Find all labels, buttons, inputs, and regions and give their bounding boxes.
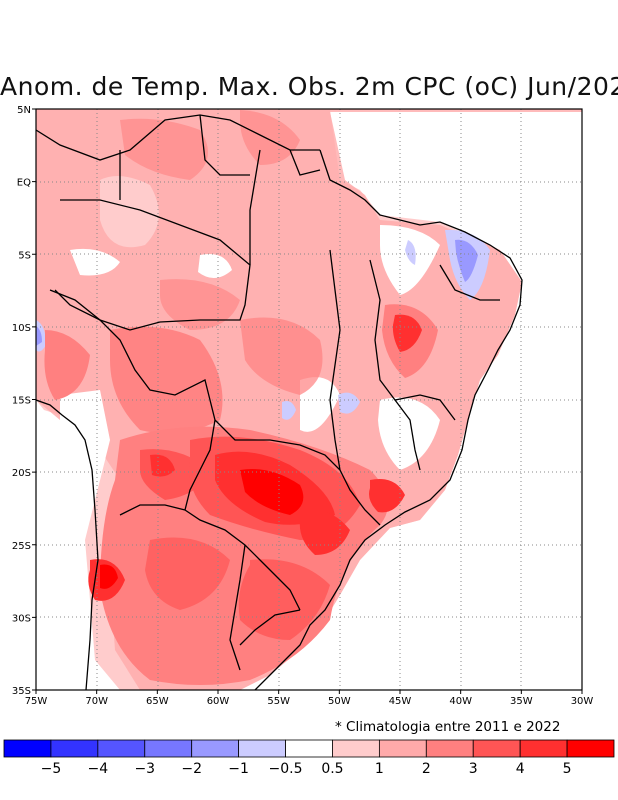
colorbar-label: −0.5 bbox=[269, 761, 303, 777]
x-tick-label: 70W bbox=[85, 696, 108, 707]
colorbar-label: 0.5 bbox=[321, 761, 343, 777]
colorbar-label: −4 bbox=[88, 761, 109, 777]
colorbar-swatch bbox=[332, 739, 380, 758]
colorbar-swatch bbox=[50, 739, 99, 758]
colorbar-label: 5 bbox=[563, 761, 572, 777]
x-tick-label: 55W bbox=[267, 696, 290, 707]
y-tick-label: 35S bbox=[12, 686, 31, 697]
x-tick-label: 45W bbox=[389, 696, 412, 707]
y-tick-label: 10S bbox=[12, 323, 31, 334]
x-tick-label: 65W bbox=[146, 696, 169, 707]
colorbar-labels: −5 −4 −3 −2 −1 −0.5 0.5 1 2 3 4 5 bbox=[41, 761, 572, 777]
colorbar-swatch bbox=[191, 739, 240, 758]
x-tick-label: 30W bbox=[571, 696, 594, 707]
colorbar-label: 2 bbox=[422, 761, 431, 777]
colorbar-label: −3 bbox=[134, 761, 155, 777]
colorbar-label: −1 bbox=[228, 761, 249, 777]
colorbar-swatch bbox=[566, 739, 615, 758]
y-tick-label: 25S bbox=[12, 541, 31, 552]
graticule bbox=[36, 109, 582, 690]
y-tick-label: 30S bbox=[12, 613, 31, 624]
colorbar-swatch bbox=[285, 739, 333, 758]
x-tick-label: 50W bbox=[328, 696, 351, 707]
colorbar-swatch bbox=[519, 739, 568, 758]
x-tick-label: 75W bbox=[25, 696, 48, 707]
y-tick-label: 5S bbox=[18, 250, 31, 261]
colorbar-label: −2 bbox=[181, 761, 202, 777]
y-tick-label: 5N bbox=[17, 105, 31, 116]
borders bbox=[36, 114, 523, 690]
x-tick-label: 40W bbox=[449, 696, 472, 707]
y-tick-label: 15S bbox=[12, 396, 31, 407]
colorbar-swatch bbox=[97, 739, 146, 758]
x-tick-label: 35W bbox=[510, 696, 533, 707]
colorbar-label: 3 bbox=[469, 761, 478, 777]
colorbar-swatch bbox=[144, 739, 193, 758]
climatology-footnote: * Climatologia entre 2011 e 2022 bbox=[335, 719, 561, 735]
colorbar-swatch bbox=[3, 739, 52, 758]
colorbar-label: −5 bbox=[41, 761, 62, 777]
colorbar-swatch bbox=[238, 739, 286, 758]
colorbar bbox=[3, 739, 615, 758]
colorbar-label: 4 bbox=[516, 761, 525, 777]
map-title: Anom. de Temp. Max. Obs. 2m CPC (oC) Jun… bbox=[0, 72, 618, 101]
x-axis-ticks: 75W 70W 65W 60W 55W 50W 45W 40W 35W 30W bbox=[25, 690, 594, 707]
y-tick-label: 20S bbox=[12, 468, 31, 479]
colorbar-swatch bbox=[425, 739, 474, 758]
y-axis-ticks: 5N EQ 5S 10S 15S 20S 25S 30S 35S bbox=[12, 105, 36, 697]
colorbar-label: 1 bbox=[375, 761, 384, 777]
colorbar-swatch bbox=[472, 739, 521, 758]
x-tick-label: 60W bbox=[207, 696, 230, 707]
colorbar-swatch bbox=[378, 739, 427, 758]
y-tick-label: EQ bbox=[17, 178, 31, 189]
